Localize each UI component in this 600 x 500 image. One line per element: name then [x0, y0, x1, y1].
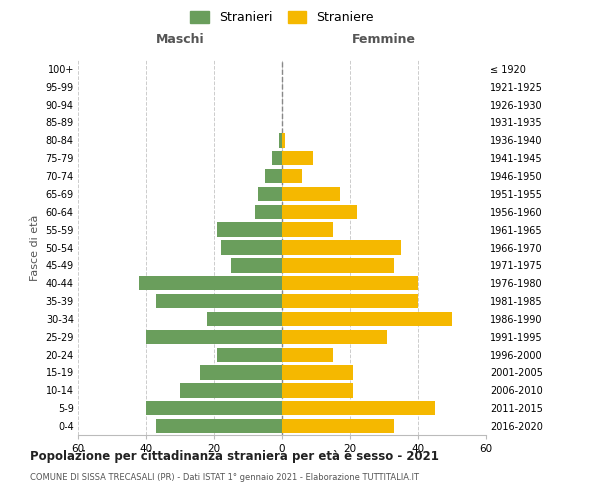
Bar	[282, 222, 333, 237]
Bar	[282, 258, 394, 272]
Bar	[146, 401, 282, 415]
Bar	[265, 169, 282, 183]
Bar	[255, 204, 282, 219]
Bar	[139, 276, 282, 290]
Bar	[282, 383, 353, 398]
Bar	[282, 240, 401, 254]
Bar	[200, 366, 282, 380]
Bar	[282, 330, 388, 344]
Bar	[217, 222, 282, 237]
Bar	[217, 348, 282, 362]
Bar	[282, 312, 452, 326]
Bar	[278, 133, 282, 148]
Bar	[207, 312, 282, 326]
Bar	[282, 294, 418, 308]
Text: Femmine: Femmine	[352, 32, 416, 46]
Bar	[180, 383, 282, 398]
Bar	[282, 276, 418, 290]
Bar	[282, 151, 313, 166]
Bar	[282, 401, 435, 415]
Bar	[156, 294, 282, 308]
Bar	[258, 187, 282, 201]
Text: COMUNE DI SISSA TRECASALI (PR) - Dati ISTAT 1° gennaio 2021 - Elaborazione TUTTI: COMUNE DI SISSA TRECASALI (PR) - Dati IS…	[30, 472, 419, 482]
Bar	[221, 240, 282, 254]
Bar	[282, 366, 353, 380]
Bar	[282, 169, 302, 183]
Bar	[282, 133, 286, 148]
Bar	[282, 187, 340, 201]
Y-axis label: Fasce di età: Fasce di età	[30, 214, 40, 280]
Bar	[282, 204, 357, 219]
Text: Popolazione per cittadinanza straniera per età e sesso - 2021: Popolazione per cittadinanza straniera p…	[30, 450, 439, 463]
Bar	[156, 419, 282, 433]
Bar	[282, 419, 394, 433]
Text: Maschi: Maschi	[155, 32, 205, 46]
Bar	[231, 258, 282, 272]
Bar	[272, 151, 282, 166]
Bar	[282, 348, 333, 362]
Legend: Stranieri, Straniere: Stranieri, Straniere	[190, 11, 374, 24]
Bar	[146, 330, 282, 344]
